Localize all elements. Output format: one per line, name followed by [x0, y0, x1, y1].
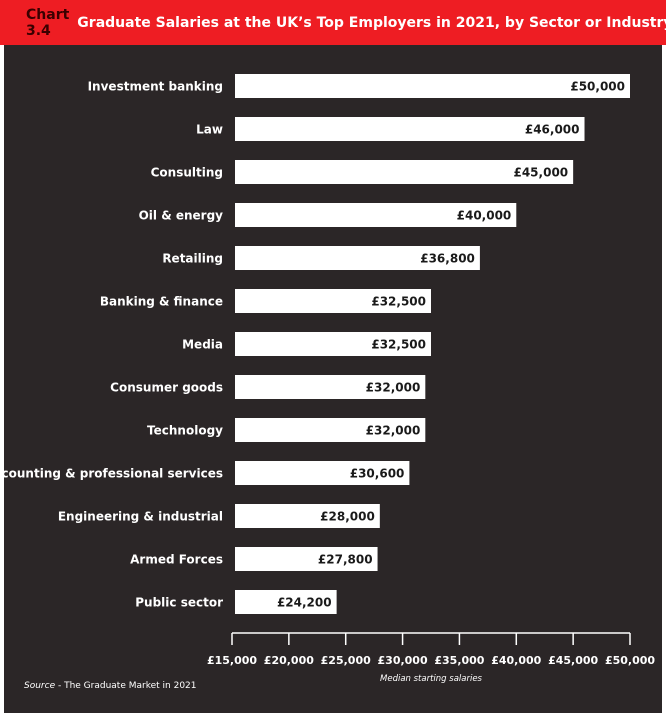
- value-label: £32,000: [366, 381, 421, 395]
- bar: [235, 590, 337, 614]
- bar: [235, 160, 574, 184]
- bar: [235, 74, 630, 98]
- bar: [235, 375, 426, 399]
- value-label: £50,000: [570, 80, 625, 94]
- x-tick-label: £25,000: [321, 654, 371, 667]
- category-label: Consulting: [151, 166, 223, 180]
- value-label: £36,800: [420, 252, 475, 266]
- category-label: Engineering & industrial: [58, 510, 223, 524]
- category-label: Law: [196, 123, 223, 137]
- source-text: - The Graduate Market in 2021: [55, 681, 197, 691]
- category-label: Banking & finance: [100, 295, 223, 309]
- bar: [235, 332, 431, 356]
- source-label: Source: [24, 681, 56, 691]
- value-label: £30,600: [350, 467, 405, 481]
- chart-title: Graduate Salaries at the UK’s Top Employ…: [77, 14, 666, 31]
- value-label: £40,000: [457, 209, 512, 223]
- category-label: Retailing: [162, 252, 223, 266]
- value-label: £24,200: [277, 596, 332, 610]
- bar: [235, 461, 410, 485]
- bar: [235, 418, 426, 442]
- bar: [235, 117, 585, 141]
- category-label: Oil & energy: [139, 209, 224, 223]
- x-tick-label: £50,000: [605, 654, 655, 667]
- x-axis-title: Median starting salaries: [380, 674, 483, 684]
- x-tick-label: £45,000: [548, 654, 598, 667]
- category-label: Technology: [147, 424, 223, 438]
- x-tick-label: £15,000: [207, 654, 257, 667]
- value-label: £27,800: [318, 553, 373, 567]
- chart-title-bar: Chart 3.4 Graduate Salaries at the UK’s …: [0, 0, 666, 45]
- x-tick-label: £30,000: [378, 654, 428, 667]
- bar: [235, 246, 480, 270]
- value-label: £28,000: [320, 510, 375, 524]
- value-label: £46,000: [525, 123, 580, 137]
- value-label: £32,500: [371, 338, 426, 352]
- value-label: £32,000: [366, 424, 421, 438]
- category-label: Armed Forces: [130, 553, 223, 567]
- source-note: Source - The Graduate Market in 2021: [24, 681, 197, 691]
- category-label: Public sector: [135, 596, 223, 610]
- bar: [235, 289, 431, 313]
- category-label: Investment banking: [88, 80, 223, 94]
- category-label: Consumer goods: [110, 381, 223, 395]
- x-tick-label: £40,000: [491, 654, 541, 667]
- category-label: Accounting & professional services: [0, 467, 223, 481]
- bar: [235, 504, 380, 528]
- bar: [235, 203, 517, 227]
- value-label: £32,500: [371, 295, 426, 309]
- chart-number: Chart 3.4: [26, 6, 70, 39]
- x-tick-label: £35,000: [434, 654, 484, 667]
- value-label: £45,000: [513, 166, 568, 180]
- bar: [235, 547, 378, 571]
- category-label: Media: [182, 338, 223, 352]
- x-tick-label: £20,000: [264, 654, 314, 667]
